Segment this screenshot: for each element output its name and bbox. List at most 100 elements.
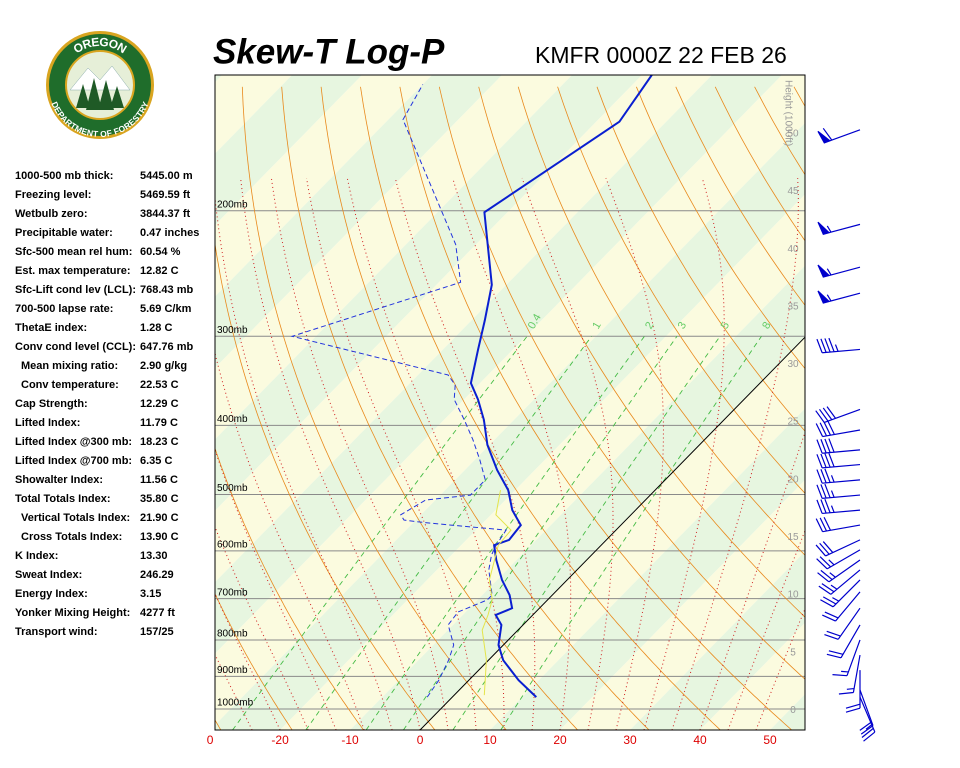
stat-label: Yonker Mixing Height:: [15, 607, 130, 619]
mixing-ratio-label: 8: [760, 320, 773, 331]
wind-barb: [826, 624, 861, 659]
wind-barb: [816, 337, 861, 354]
dry-adiabat: [596, 86, 805, 432]
wind-barb: [816, 468, 861, 484]
stat-value: 3.15: [140, 588, 161, 600]
dry-adiabat: [952, 87, 960, 730]
height-tick-label: 50: [787, 128, 799, 139]
height-tick-label: 0: [790, 705, 796, 716]
wind-barb: [817, 127, 861, 144]
stat-label: Sfc-500 mean rel hum:: [15, 246, 132, 258]
isotherm-band: [215, 122, 805, 730]
stat-label: Energy Index:: [15, 588, 88, 600]
overlay: 200mb 300mb 400mb 500mb 600mb 700mb 800mb 900mb…: [207, 74, 876, 747]
logo: OREGON DEPARTMENT OF FORESTRY: [46, 31, 154, 139]
y-tick-label: 500mb: [217, 483, 248, 494]
stat-label: Lifted Index @700 mb:: [15, 455, 132, 467]
stat-value: 6.35 C: [140, 455, 172, 467]
isotherm-band: [350, 265, 805, 730]
wind-barb: [815, 421, 861, 438]
x-tick-label: 40: [693, 733, 707, 747]
stats: 1000-500 mb thick: 5445.00 m Freezing leve…: [15, 170, 199, 638]
height-tick-label: 45: [787, 186, 799, 197]
logo-trees: [76, 78, 124, 110]
wind-barb: [838, 654, 861, 695]
stat-value: 11.79 C: [140, 417, 178, 429]
mixing-ratio-line: [403, 336, 678, 730]
dry-adiabat: [241, 86, 507, 730]
stat-label: Total Totals Index:: [15, 493, 111, 505]
height-tick-label: 35: [787, 301, 799, 312]
moist-adiabat: [643, 177, 725, 730]
stat-value: 22.53 C: [140, 379, 179, 391]
dry-adiabat: [557, 86, 805, 494]
stat-value: 12.82 C: [140, 265, 179, 277]
mixing-ratio-label: 1: [590, 320, 603, 331]
zero-isotherm: [419, 336, 805, 730]
stat-value: 1.28 C: [140, 322, 172, 334]
height-tick-label: 25: [787, 417, 799, 428]
wind-barb: [824, 607, 861, 640]
profile-line: [469, 75, 653, 698]
mixing-ratio-line: [365, 336, 645, 730]
stat-value: 768.43 mb: [140, 284, 193, 296]
wind-barb: [817, 290, 861, 304]
wind-barb: [815, 516, 861, 533]
y-tick-label: 1000mb: [217, 698, 254, 709]
stat-value: 4277 ft: [140, 607, 175, 619]
mixing-ratio-line: [452, 336, 721, 730]
dry-adiabat: [320, 86, 650, 730]
x-tick-label: -20: [271, 733, 289, 747]
stat-value: 5469.59 ft: [140, 189, 190, 201]
y-tick-label: 700mb: [217, 587, 248, 598]
profile-line: [290, 84, 507, 698]
mixing-ratio-label: 3: [676, 320, 689, 331]
moist-adiabat: [671, 178, 799, 730]
dry-adiabat: [215, 241, 436, 730]
dry-adiabat: [636, 86, 805, 370]
x-tick-label: 0: [417, 733, 424, 747]
stat-value: 60.54 %: [140, 246, 181, 258]
stat-value: 13.30: [140, 550, 168, 562]
height-tick-label: 10: [787, 590, 799, 601]
wind-barb: [818, 569, 861, 595]
isotherm-band: [840, 75, 960, 730]
x-tick-label: 10: [483, 733, 497, 747]
mixing-ratio-line: [500, 336, 762, 730]
stat-label: Sweat Index:: [15, 569, 82, 581]
stat-value: 246.29: [140, 569, 174, 581]
isotherm-band: [560, 480, 805, 730]
moist-adiabat: [699, 430, 805, 730]
y-tick-label: 600mb: [217, 540, 248, 551]
mixing-ratio-label: 5: [719, 320, 732, 331]
stat-label: Showalter Index:: [15, 474, 103, 486]
dry-adiabat: [517, 86, 805, 556]
stat-value: 12.29 C: [140, 398, 179, 410]
wind-barb: [817, 264, 861, 278]
stat-label: 1000-500 mb thick:: [15, 170, 113, 182]
stat-value: 18.23 C: [140, 436, 179, 448]
y-tick-label: 200mb: [217, 199, 248, 210]
dry-adiabat: [834, 87, 960, 730]
stat-value: 11.56 C: [140, 474, 178, 486]
y-tick-label: 400mb: [217, 414, 248, 425]
stat-value: 3844.37 ft: [140, 208, 190, 220]
mixing-ratio-label: 2: [643, 320, 656, 331]
profile-line: [481, 490, 512, 696]
x-tick-label: 30: [623, 733, 637, 747]
height-tick-label: 20: [787, 474, 799, 485]
isotherm-band: [215, 75, 805, 726]
stat-label: Precipitable water:: [15, 227, 113, 239]
logo-top: OREGON: [71, 35, 129, 56]
dry-adiabat: [873, 87, 960, 730]
stat-value: 2.90 g/kg: [140, 360, 187, 372]
wind-barb: [817, 559, 861, 583]
stat-label: Est. max temperature:: [15, 265, 131, 277]
stat-label: Lifted Index:: [15, 417, 80, 429]
stat-label: Lifted Index @300 mb:: [15, 436, 132, 448]
stat-label: Vertical Totals Index:: [21, 512, 130, 524]
wind-barb: [817, 221, 861, 235]
stat-value: 13.90 C: [140, 531, 179, 543]
x-tick-label: -10: [341, 733, 359, 747]
